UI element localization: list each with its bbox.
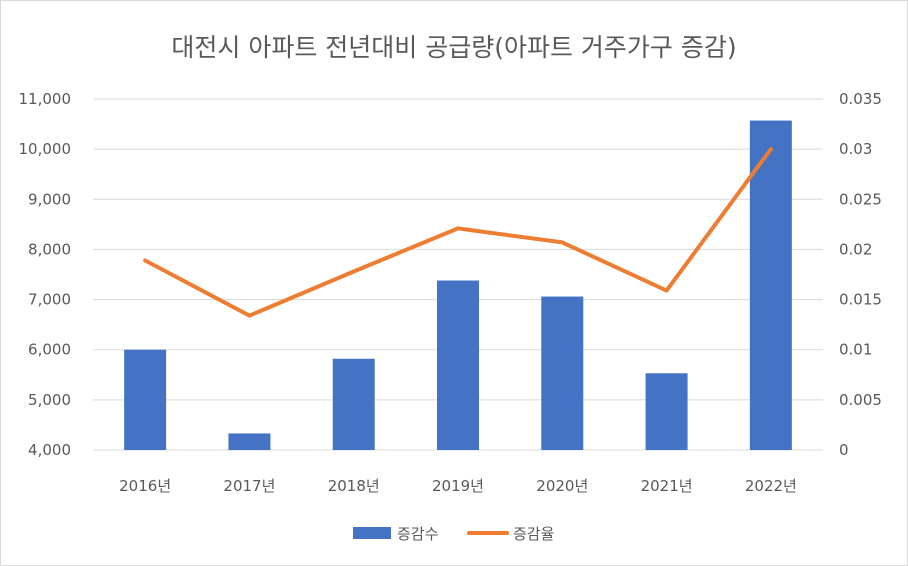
right-tick-label: 0.025 bbox=[839, 190, 882, 208]
right-tick-label: 0.01 bbox=[839, 341, 872, 359]
legend-line-label: 증감율 bbox=[513, 525, 554, 543]
bar bbox=[437, 280, 479, 450]
left-tick-label: 4,000 bbox=[28, 441, 71, 459]
bar bbox=[124, 349, 167, 450]
left-tick-label: 6,000 bbox=[28, 341, 71, 359]
x-tick-label: 2018년 bbox=[328, 477, 380, 495]
x-axis-ticks: 2016년 2017년 2018년 2019년 2020년 2021년 2022년 bbox=[119, 477, 797, 495]
bar bbox=[541, 296, 584, 450]
line-series bbox=[143, 147, 773, 318]
left-tick-label: 9,000 bbox=[28, 190, 71, 208]
x-tick-label: 2016년 bbox=[119, 477, 171, 495]
left-tick-label: 8,000 bbox=[28, 240, 71, 258]
left-tick-label: 7,000 bbox=[28, 291, 71, 309]
x-tick-label: 2017년 bbox=[223, 477, 275, 495]
chart-title: 대전시 아파트 전년대비 공급량(아파트 거주가구 증감) bbox=[171, 33, 736, 62]
bar bbox=[228, 433, 271, 450]
left-axis-ticks: 4,000 5,000 6,000 7,000 8,000 9,000 10,000 11,0… bbox=[19, 90, 72, 459]
right-tick-label: 0 bbox=[839, 441, 849, 459]
x-tick-label: 2022년 bbox=[745, 477, 797, 495]
bar bbox=[332, 358, 375, 450]
left-tick-label: 11,000 bbox=[19, 90, 72, 108]
bar-series bbox=[124, 120, 792, 450]
right-tick-label: 0.03 bbox=[839, 140, 872, 158]
right-tick-label: 0.015 bbox=[839, 291, 882, 309]
left-tick-label: 10,000 bbox=[19, 140, 72, 158]
x-tick-label: 2019년 bbox=[432, 477, 484, 495]
x-tick-label: 2021년 bbox=[641, 477, 693, 495]
bar bbox=[749, 120, 792, 450]
right-tick-label: 0.035 bbox=[839, 90, 882, 108]
legend: 증감수 증감율 bbox=[353, 525, 554, 543]
legend-bar-swatch bbox=[353, 527, 391, 539]
right-tick-label: 0.02 bbox=[839, 240, 872, 258]
left-tick-label: 5,000 bbox=[28, 391, 71, 409]
bar bbox=[645, 373, 688, 450]
right-tick-label: 0.005 bbox=[839, 391, 882, 409]
right-axis-ticks: 0 0.005 0.01 0.015 0.02 0.025 0.03 0.035 bbox=[839, 90, 882, 459]
legend-bar-label: 증감수 bbox=[397, 525, 438, 543]
x-tick-label: 2020년 bbox=[536, 477, 588, 495]
